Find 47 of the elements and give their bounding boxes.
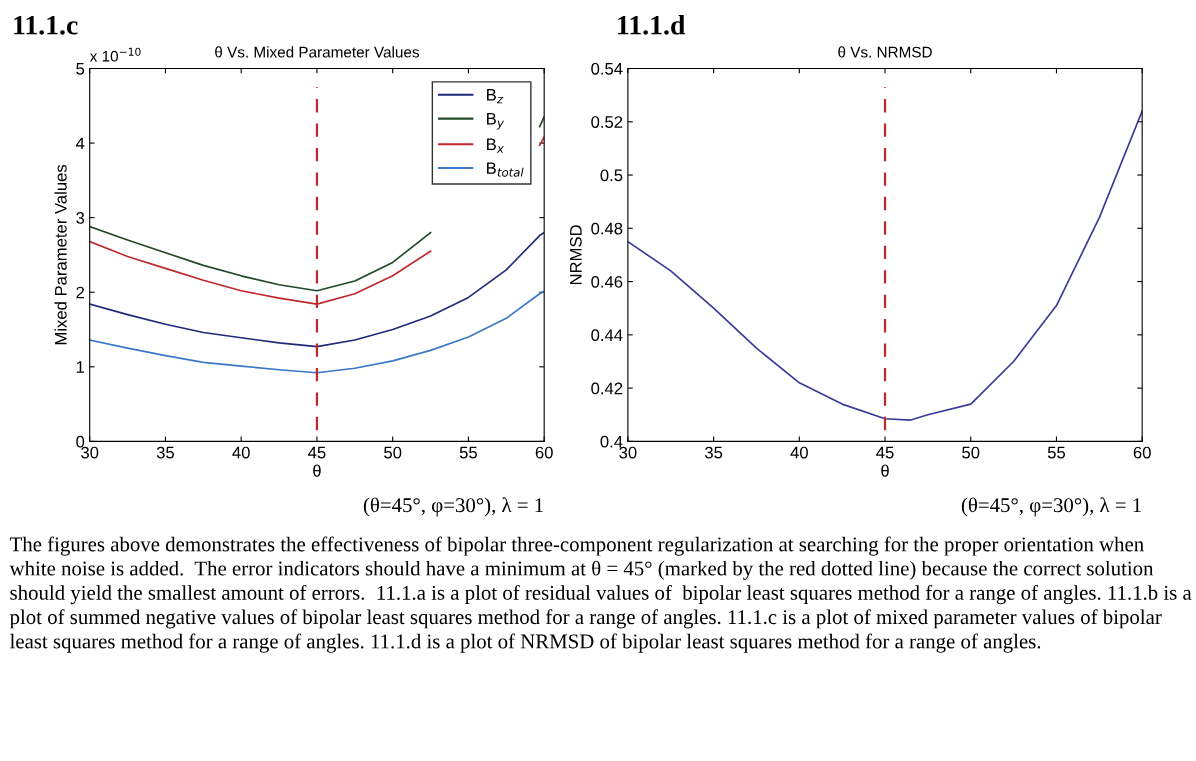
line-series bbox=[627, 110, 1143, 421]
x-tick-label: 60 bbox=[1133, 446, 1151, 459]
chart-title: 11.1.d bbox=[618, 14, 686, 35]
y-tick-label: 0.4 bbox=[600, 435, 623, 448]
x-tick-label: 35 bbox=[704, 446, 723, 459]
x-tick-label: 35 bbox=[156, 446, 175, 459]
text: (θ=45°, φ=30°), λ = 1 bbox=[363, 497, 543, 517]
x-tick-label: 50 bbox=[384, 446, 402, 459]
chart-subtitle: θ Vs. Mixed Parameter Values bbox=[215, 46, 419, 58]
y-tick-label: 0.52 bbox=[591, 116, 623, 128]
y-tick-label: 0.44 bbox=[591, 329, 623, 342]
y-axis-title: Mixed Parameter Values bbox=[54, 164, 67, 345]
line-series bbox=[89, 231, 545, 348]
legend-label: B$_{x}$ bbox=[487, 138, 504, 153]
legend-label: B$_{y}$ bbox=[487, 112, 504, 130]
y-tick-label: 2 bbox=[76, 286, 84, 299]
x-tick-label: 55 bbox=[1047, 446, 1066, 459]
y-tick-label: 0.46 bbox=[591, 275, 623, 288]
text: The figures above demonstrates the effectiveness of bipolar three-component regularization at searching for the proper orientation when white noise is added. The error indicators should have a minimum at θ = 45° (marked by the red dotted line) because the correct solution should yield the smallest amount of errors. 11.1.a is a plot of residual values of bipolar least squares method for a range of angles. 11.1.b is a plot of summed negative values of bipolar least squares method for a range of angles. 11.1.c is a plot of mixed parameter values of bipolar least squares method for a range of angles. 11.1.d is a plot of NRMSD of bipolar least squares method for a range of angles. bbox=[9, 536, 1192, 653]
chart-title: 11.1.c bbox=[14, 15, 78, 35]
y-tick-label: 4 bbox=[75, 137, 85, 150]
y-tick-label: 0.54 bbox=[591, 62, 623, 75]
x-tick-label: 55 bbox=[459, 446, 477, 459]
x-tick-label: 30 bbox=[81, 446, 99, 459]
x-axis-title: θ bbox=[881, 464, 889, 477]
x-tick-label: 40 bbox=[790, 446, 808, 459]
y-axis-title: NRMSD bbox=[569, 225, 582, 285]
y-tick-label: 0.48 bbox=[591, 222, 623, 235]
x-axis-title: θ bbox=[313, 464, 321, 477]
text: x 10$^{−10}$ bbox=[89, 47, 141, 62]
y-tick-label: 5 bbox=[76, 63, 85, 75]
y-tick-label: 0.5 bbox=[600, 169, 623, 182]
x-tick-label: 50 bbox=[962, 446, 980, 459]
x-tick-label: 45 bbox=[876, 446, 894, 459]
line-series bbox=[89, 290, 545, 374]
x-tick-label: 40 bbox=[232, 446, 250, 459]
y-tick-label: 0.42 bbox=[591, 382, 623, 395]
text: (θ=45°, φ=30°), λ = 1 bbox=[961, 497, 1141, 517]
y-tick-label: 1 bbox=[76, 361, 85, 373]
y-tick-label: 3 bbox=[76, 212, 85, 224]
x-tick-label: 60 bbox=[535, 446, 553, 459]
legend-label: B$_{total}$ bbox=[487, 162, 524, 177]
legend-label: B$_{z}$ bbox=[487, 89, 504, 104]
x-tick-label: 45 bbox=[308, 446, 326, 459]
chart-subtitle: θ Vs. NRMSD bbox=[838, 46, 932, 58]
y-tick-label: 0 bbox=[76, 435, 85, 448]
x-tick-label: 30 bbox=[619, 446, 637, 459]
